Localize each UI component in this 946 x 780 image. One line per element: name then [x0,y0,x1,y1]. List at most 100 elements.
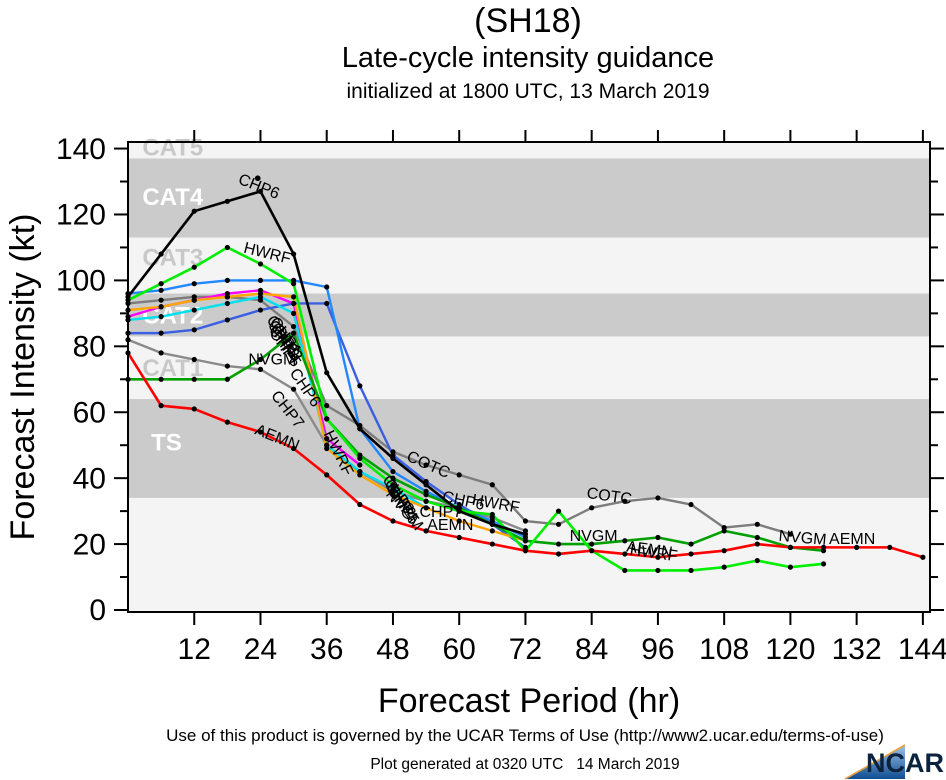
data-point-chp5 [191,327,197,333]
data-point-hwrf [655,567,661,574]
model-label-nvgm: NVGM [248,351,296,368]
x-axis-title: Forecast Period (hr) [378,682,680,720]
data-point-chp6 [224,198,230,204]
data-point-cotc [423,462,429,468]
data-point-aemn [787,544,794,550]
data-point-cotc [787,531,794,537]
category-label-cat4: CAT4 [142,184,204,211]
data-point-nvgm [390,475,396,481]
data-point-chp2 [291,310,297,316]
y-tick-label: 120 [56,199,106,232]
data-point-nvgm [191,376,197,382]
data-point-chp7 [224,363,230,369]
data-point-hwrf [489,511,495,518]
data-point-nvgm [224,376,230,382]
x-tick-label: 12 [178,633,211,666]
y-tick-label: 60 [73,396,106,429]
y-tick-label: 40 [73,462,106,495]
data-point-chp3 [324,445,330,452]
x-tick-label: 60 [443,633,476,666]
y-tick-label: 100 [56,265,106,298]
data-point-nvgm [688,541,694,547]
data-point-cotc [589,505,595,511]
data-point-aemn [257,429,264,435]
data-point-hwrf [754,557,760,564]
data-point-aemn [721,548,727,554]
plot-frame [127,141,931,613]
y-tick-label: 80 [73,331,106,364]
data-point-hwrf [555,508,562,514]
data-point-chp3 [257,290,264,297]
data-point-chp4 [257,277,264,283]
data-point-hwrf [257,261,264,267]
data-point-cotc [324,403,330,409]
model-label-aemn: AEMN [829,531,875,548]
data-point-hwrf [622,567,628,574]
data-point-chp4 [191,281,197,287]
data-point-cotc [489,482,495,488]
model-label-aemn: AEMN [427,517,473,534]
data-point-aemn [489,541,495,547]
data-point-aemn [688,551,694,557]
data-point-chp6 [423,482,429,488]
data-point-nvgm [158,376,164,382]
category-band-cat4 [128,158,930,238]
data-point-chp5 [158,330,164,336]
data-point-aemn [423,528,429,534]
data-point-chp5 [257,307,264,313]
series-line-chp2 [127,295,427,509]
data-point-hwrf [820,561,827,567]
x-tick-label: 24 [244,633,277,666]
data-point-chp3 [224,294,230,300]
data-point-nvgm [555,541,562,547]
data-point-cotc [688,501,694,508]
x-tick-label: 72 [509,633,542,666]
data-point-nvgm [754,534,760,541]
data-point-chp6 [324,370,330,376]
data-point-chp4 [158,287,164,293]
data-point-chp7 [158,350,164,356]
data-point-chp5 [324,300,330,307]
data-point-aemn [191,406,197,412]
data-point-aemn [291,445,297,452]
data-point-nvgm [622,538,628,544]
category-label-cat2: CAT2 [142,302,203,329]
data-point-chp6 [489,521,495,527]
data-point-chp4 [390,468,396,475]
data-point-chp5 [357,383,363,389]
data-point-nvgm [655,534,661,541]
data-point-aemn [589,548,595,554]
data-point-aemn [754,541,760,547]
data-point-chp1 [291,300,297,307]
data-point-chp7 [291,386,297,392]
page-title: Late-cycle intensity guidance [341,42,715,74]
data-point-aemn [820,544,827,550]
data-point-chp3 [291,294,297,300]
model-label-nvgm: NVGM [570,528,618,545]
x-tick-label: 120 [765,633,815,666]
data-point-cotc [456,472,462,478]
ncar-logo-swoosh [844,744,906,780]
data-point-chp3 [423,505,429,511]
data-point-hwrf [721,564,727,570]
x-tick-label: 36 [310,633,343,666]
x-tick-label: 96 [641,633,674,666]
data-point-chp1 [324,436,330,442]
x-tick-label: 132 [832,633,882,666]
data-point-chp7 [257,366,264,372]
data-point-hwrf [191,264,197,270]
data-point-chp2 [224,300,230,307]
data-point-aemn [887,544,893,550]
data-point-chp1 [357,462,363,468]
data-point-chp7 [191,356,197,363]
data-point-cotc [522,518,529,524]
data-point-aemn [854,544,860,550]
data-point-hwrf [423,498,429,504]
storm-id-title: (SH18) [474,2,582,40]
data-point-chp3 [390,492,396,498]
data-point-chp6 [456,508,462,514]
model-label-cotc: COTC [586,485,633,508]
category-label-ts: TS [151,429,182,456]
data-point-chp6 [291,251,297,257]
